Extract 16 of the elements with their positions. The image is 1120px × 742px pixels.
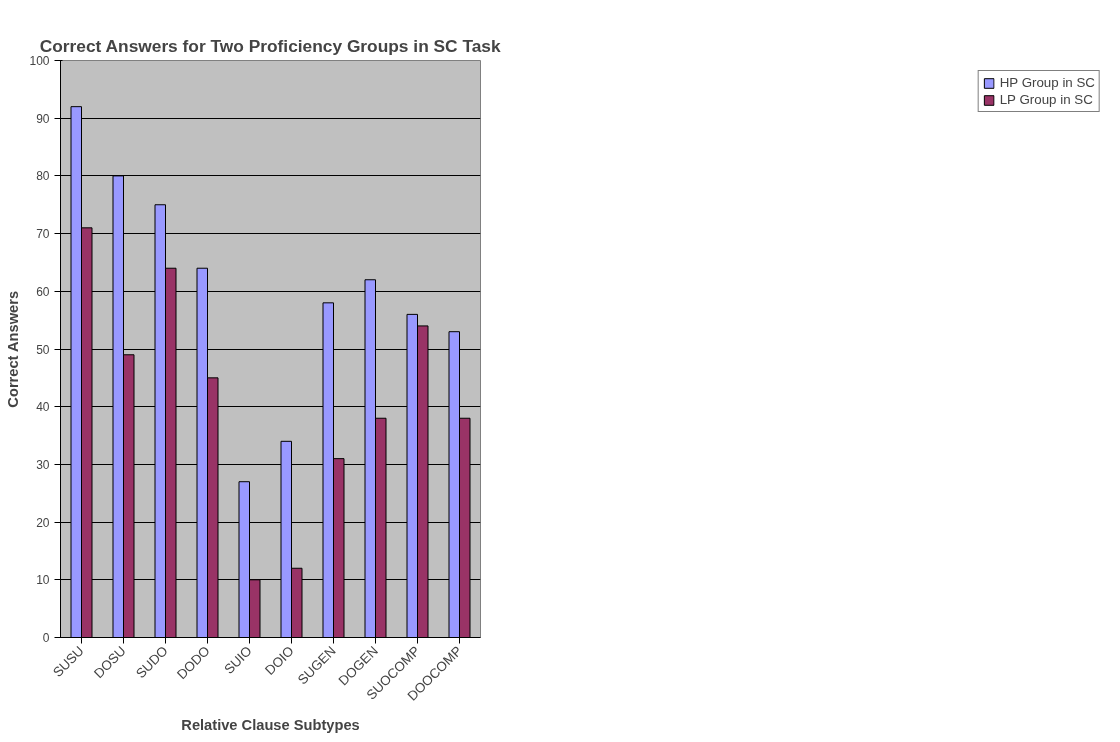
y-tick-label: 70 bbox=[36, 227, 50, 242]
y-tick-label: 10 bbox=[36, 573, 50, 588]
y-tick-label: 80 bbox=[36, 169, 50, 184]
legend-label: LP Group in SC bbox=[999, 92, 1093, 107]
y-tick-label: 40 bbox=[36, 400, 50, 415]
x-axis-title: Relative Clause Subtypes bbox=[181, 716, 360, 733]
y-tick-label: 0 bbox=[42, 631, 50, 645]
y-tick-label: 90 bbox=[36, 111, 50, 126]
chart-title: Correct Answers for Two Proficiency Groups in SC Task bbox=[39, 35, 501, 56]
y-axis-title: Correct Answers bbox=[5, 290, 22, 408]
legend-label: HP Group in SC bbox=[999, 75, 1095, 90]
y-tick-label: 100 bbox=[29, 54, 50, 68]
y-tick-label: 30 bbox=[36, 457, 50, 472]
y-tick-label: 50 bbox=[36, 342, 50, 357]
y-tick-label: 60 bbox=[36, 284, 50, 299]
y-tick-label: 20 bbox=[36, 515, 50, 530]
